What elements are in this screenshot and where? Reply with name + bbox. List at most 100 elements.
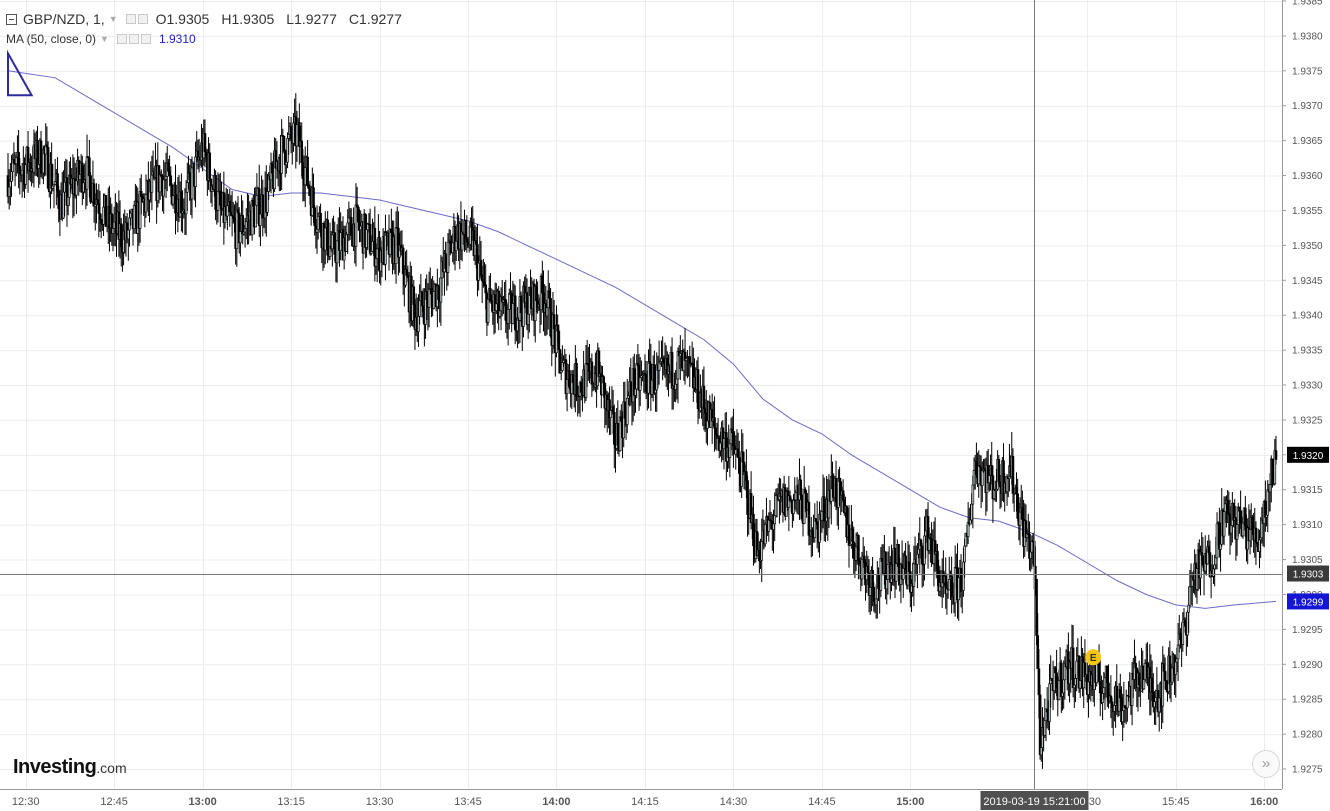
price-tick-label: 1.9305 bbox=[1292, 555, 1323, 566]
investing-logo: Investing.com bbox=[13, 756, 127, 779]
gear-icon[interactable] bbox=[128, 34, 139, 44]
time-tick-label: 14:15 bbox=[631, 796, 659, 808]
price-tick-label: 1.9370 bbox=[1292, 101, 1323, 112]
candles-layer[interactable] bbox=[6, 93, 1278, 769]
candle-body bbox=[872, 587, 876, 602]
price-tick-label: 1.9340 bbox=[1292, 311, 1323, 322]
event-marker-icon bbox=[1085, 649, 1102, 666]
price-tick-label: 1.9315 bbox=[1292, 485, 1323, 496]
high-label: H bbox=[221, 11, 232, 27]
candle-body bbox=[894, 563, 898, 582]
candle-down[interactable] bbox=[89, 172, 92, 204]
time-tick-label: 16:00 bbox=[1250, 796, 1278, 808]
high-value: 1.9305 bbox=[231, 11, 275, 27]
candle-body bbox=[670, 352, 674, 389]
time-tick-label: 13:45 bbox=[454, 796, 482, 808]
candle-body bbox=[980, 470, 984, 486]
candle-body bbox=[713, 417, 716, 429]
time-tick-label: 13:30 bbox=[366, 796, 394, 808]
price-tick-label: 1.9375 bbox=[1292, 66, 1323, 77]
candle-body bbox=[226, 205, 229, 217]
price-tick-label: 1.9350 bbox=[1292, 241, 1323, 252]
triangle-drawing bbox=[7, 49, 34, 97]
candle-body bbox=[104, 195, 108, 227]
eye-icon[interactable] bbox=[125, 14, 136, 24]
price-axis-background bbox=[1282, 0, 1330, 811]
price-label-crosshair: 1.9303 bbox=[1293, 570, 1324, 581]
candle-down[interactable] bbox=[306, 140, 309, 188]
logo-brand: Investing bbox=[13, 756, 97, 778]
candle-up[interactable] bbox=[787, 476, 791, 532]
logo-suffix: .com bbox=[96, 760, 127, 776]
price-tick-label: 1.9345 bbox=[1292, 276, 1323, 287]
time-tick-label: 14:45 bbox=[808, 796, 836, 808]
candle-body bbox=[335, 240, 339, 264]
moving-average-layer bbox=[7, 70, 1277, 609]
candle-body bbox=[208, 152, 212, 180]
crosshair-time-box bbox=[980, 791, 1089, 810]
price-tick-label: 1.9335 bbox=[1292, 346, 1323, 357]
price-tick-label: 1.9380 bbox=[1292, 31, 1323, 42]
eye-icon[interactable] bbox=[116, 34, 127, 44]
candle-body bbox=[568, 370, 571, 388]
price-label-box-crosshair bbox=[1287, 565, 1329, 582]
candle-down[interactable] bbox=[1274, 435, 1278, 465]
candle-down[interactable] bbox=[568, 354, 571, 390]
chevron-down-icon[interactable]: ▼ bbox=[100, 34, 109, 44]
overlay-layer: E bbox=[0, 0, 1282, 789]
price-tick-label: 1.9355 bbox=[1292, 206, 1323, 217]
candle-body bbox=[418, 300, 421, 317]
gear-icon[interactable] bbox=[137, 14, 148, 24]
candle-body bbox=[1075, 660, 1078, 679]
price-tick-label: 1.9330 bbox=[1292, 381, 1323, 392]
candle-body bbox=[590, 361, 594, 385]
time-tick-label: 14:30 bbox=[720, 796, 748, 808]
price-label-last: 1.9320 bbox=[1293, 451, 1324, 462]
close-icon[interactable] bbox=[140, 34, 151, 44]
candle-body bbox=[349, 217, 353, 236]
time-tick-label: 12:45 bbox=[100, 796, 128, 808]
time-tick-label: 12:30 bbox=[12, 796, 40, 808]
close-value: 1.9277 bbox=[359, 11, 402, 27]
candle-body bbox=[306, 156, 309, 186]
time-tick-label: 14:00 bbox=[542, 796, 570, 808]
candle-body bbox=[1060, 662, 1063, 697]
indicator-value: 1.9310 bbox=[158, 32, 196, 46]
price-tick-label: 1.9295 bbox=[1292, 625, 1323, 636]
candle-body bbox=[557, 330, 561, 350]
price-label-box-last bbox=[1287, 446, 1329, 463]
chevron-down-icon[interactable]: ▼ bbox=[108, 14, 118, 24]
low-label: L bbox=[286, 11, 295, 27]
candle-body bbox=[602, 376, 605, 384]
indicator-label[interactable]: MA (50, close, 0) bbox=[6, 32, 97, 46]
time-tick-label: 15:00 bbox=[896, 796, 924, 808]
event-marker-label: E bbox=[1090, 653, 1097, 664]
candle-body bbox=[1163, 670, 1167, 681]
price-tick-label: 1.9325 bbox=[1292, 415, 1323, 426]
price-label-box-ma bbox=[1287, 593, 1329, 610]
candle-body bbox=[511, 303, 515, 325]
candle-down[interactable] bbox=[104, 195, 108, 227]
symbol-label[interactable]: GBP/NZD, 1, bbox=[23, 11, 105, 27]
open-label: O bbox=[155, 11, 167, 27]
price-tick-label: 1.9280 bbox=[1292, 730, 1323, 741]
price-tick-label: 1.9360 bbox=[1292, 171, 1323, 182]
scroll-to-realtime-button[interactable]: » bbox=[1252, 750, 1280, 778]
candle-down[interactable] bbox=[857, 534, 860, 580]
candle-body bbox=[259, 213, 262, 226]
candle-body bbox=[89, 175, 92, 203]
open-value: 1.9305 bbox=[166, 11, 210, 27]
price-tick-label: 1.9290 bbox=[1292, 660, 1323, 671]
candle-body bbox=[963, 545, 966, 563]
close-label: C bbox=[348, 11, 360, 27]
collapse-icon[interactable] bbox=[6, 13, 17, 25]
candle-body bbox=[1095, 663, 1099, 683]
candle-body bbox=[1071, 647, 1075, 689]
candle-body bbox=[1057, 680, 1061, 701]
candle-body bbox=[427, 289, 431, 308]
price-tick-label: 1.9385 bbox=[1292, 0, 1323, 8]
